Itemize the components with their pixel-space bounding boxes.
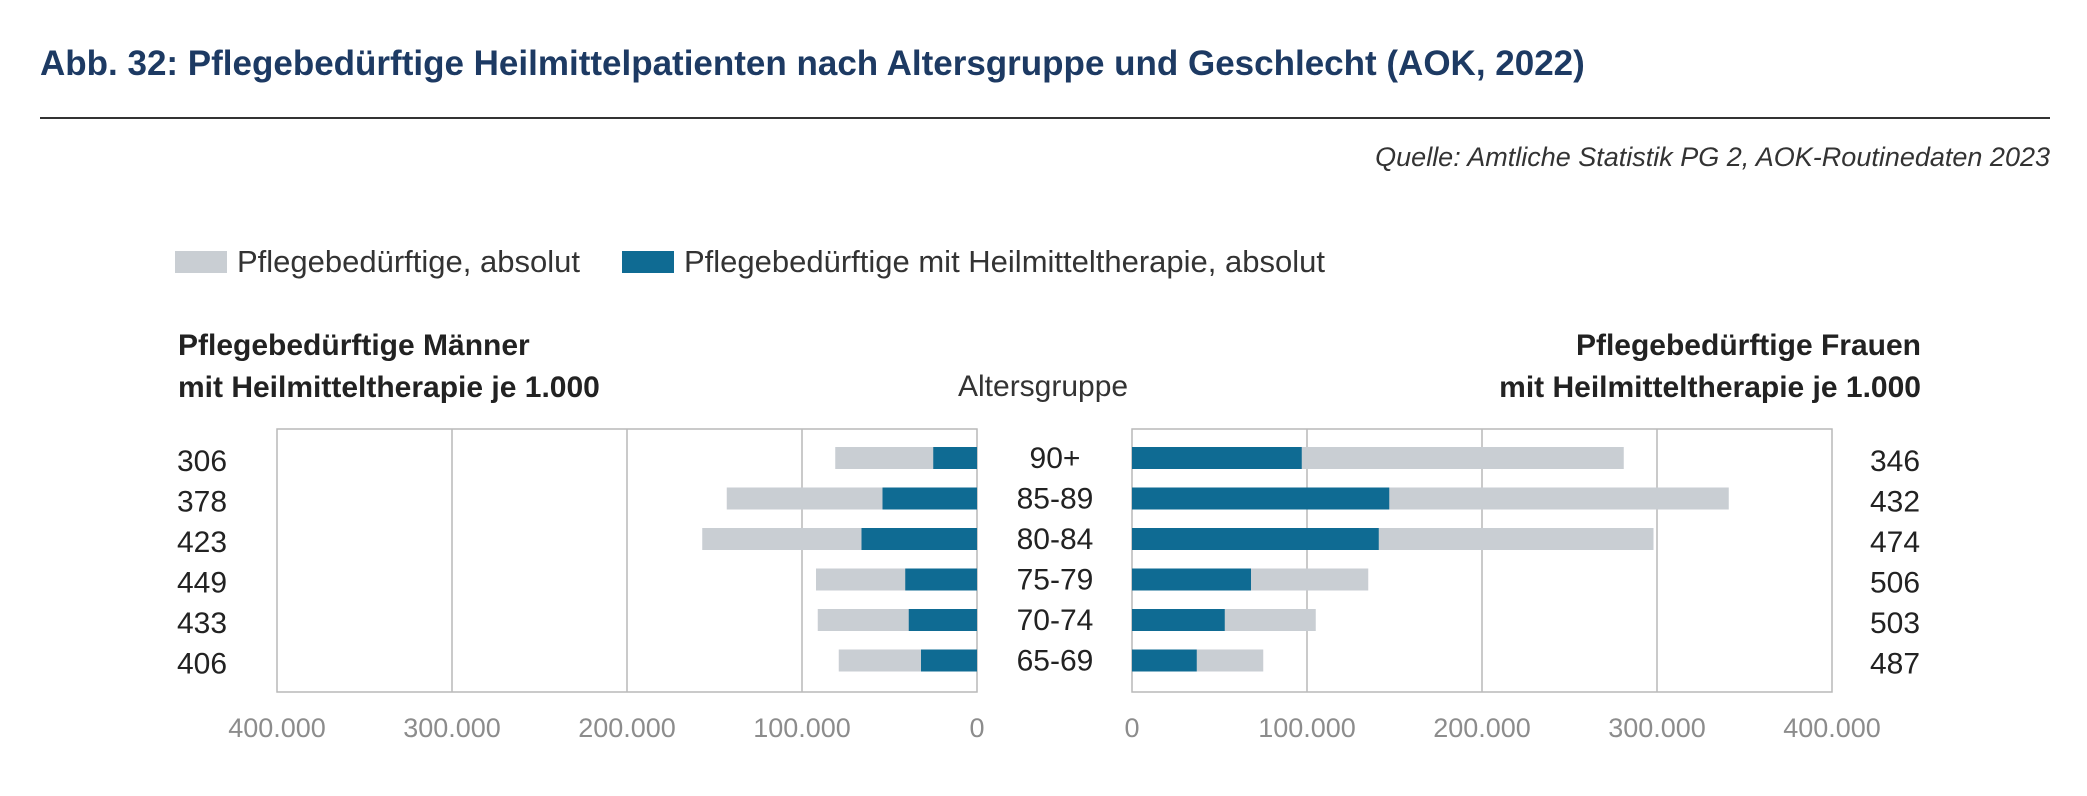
age-group-header: Altersgruppe (958, 370, 1129, 403)
legend-swatch-therapy (621, 251, 674, 273)
men-therapy-bar (933, 447, 977, 469)
right-header-line1: Pflegebedürftige Frauen (1575, 329, 1921, 362)
men-per-1000-value: 406 (177, 648, 227, 681)
men-per-1000-value: 433 (177, 607, 227, 640)
men-per-1000-value: 423 (177, 526, 227, 559)
women-therapy-bar (1132, 528, 1379, 550)
age-group-label: 80-84 (1017, 523, 1094, 556)
women-per-1000-value: 506 (1870, 567, 1920, 600)
left-x-tick-label: 100.000 (753, 713, 851, 743)
legend-swatch-total (175, 251, 227, 273)
men-therapy-bar (905, 568, 977, 591)
women-therapy-bar (1132, 487, 1390, 510)
age-group-label: 70-74 (1017, 604, 1094, 637)
age-group-label: 85-89 (1017, 483, 1094, 516)
men-per-1000-value: 306 (177, 445, 227, 478)
women-therapy-bar (1132, 447, 1302, 469)
legend-label-therapy: Pflegebedürftige mit Heilmitteltherapie,… (683, 244, 1325, 279)
legend-item-total: Pflegebedürftige, absolut (175, 244, 580, 280)
chart-title: Abb. 32: Pflegebedürftige Heilmittelpati… (40, 44, 1585, 83)
women-therapy-bar (1132, 609, 1225, 631)
men-per-1000-value: 378 (177, 486, 227, 519)
women-per-1000-value: 503 (1870, 607, 1920, 640)
right-x-tick-label: 0 (1124, 713, 1139, 743)
right-x-tick-label: 200.000 (1433, 713, 1531, 743)
legend: Pflegebedürftige, absolut Pflegebedürfti… (175, 244, 1367, 280)
men-therapy-bar (861, 528, 977, 550)
left-header-line1: Pflegebedürftige Männer (178, 329, 530, 362)
women-therapy-bar (1132, 568, 1251, 591)
women-per-1000-value: 487 (1870, 648, 1920, 681)
age-group-label: 65-69 (1017, 645, 1094, 678)
right-x-tick-label: 400.000 (1783, 713, 1881, 743)
legend-item-therapy: Pflegebedürftige mit Heilmitteltherapie,… (621, 244, 1325, 280)
source-note: Quelle: Amtliche Statistik PG 2, AOK-Rou… (1375, 142, 2050, 172)
men-therapy-bar (908, 609, 977, 631)
men-therapy-bar (882, 487, 977, 510)
women-therapy-bar (1132, 649, 1197, 672)
left-x-tick-label: 300.000 (403, 713, 501, 743)
women-per-1000-value: 346 (1870, 445, 1920, 478)
men-therapy-bar (921, 649, 977, 672)
right-header-line2: mit Heilmitteltherapie je 1.000 (1499, 371, 1921, 404)
left-x-tick-label: 0 (969, 713, 984, 743)
right-x-tick-label: 100.000 (1258, 713, 1356, 743)
right-x-tick-label: 300.000 (1608, 713, 1706, 743)
women-per-1000-value: 432 (1870, 486, 1920, 519)
left-x-tick-label: 200.000 (578, 713, 676, 743)
left-header-line2: mit Heilmitteltherapie je 1.000 (178, 371, 600, 404)
age-group-label: 75-79 (1017, 564, 1094, 597)
age-group-label: 90+ (1030, 442, 1081, 475)
left-panel-header: Pflegebedürftige Männer mit Heilmittelth… (178, 325, 600, 409)
left-x-tick-label: 400.000 (228, 713, 326, 743)
title-divider (40, 117, 2050, 119)
women-per-1000-value: 474 (1870, 526, 1920, 559)
legend-label-total: Pflegebedürftige, absolut (237, 244, 580, 279)
right-panel-header: Pflegebedürftige Frauen mit Heilmittelth… (1499, 325, 1921, 409)
men-per-1000-value: 449 (177, 567, 227, 600)
